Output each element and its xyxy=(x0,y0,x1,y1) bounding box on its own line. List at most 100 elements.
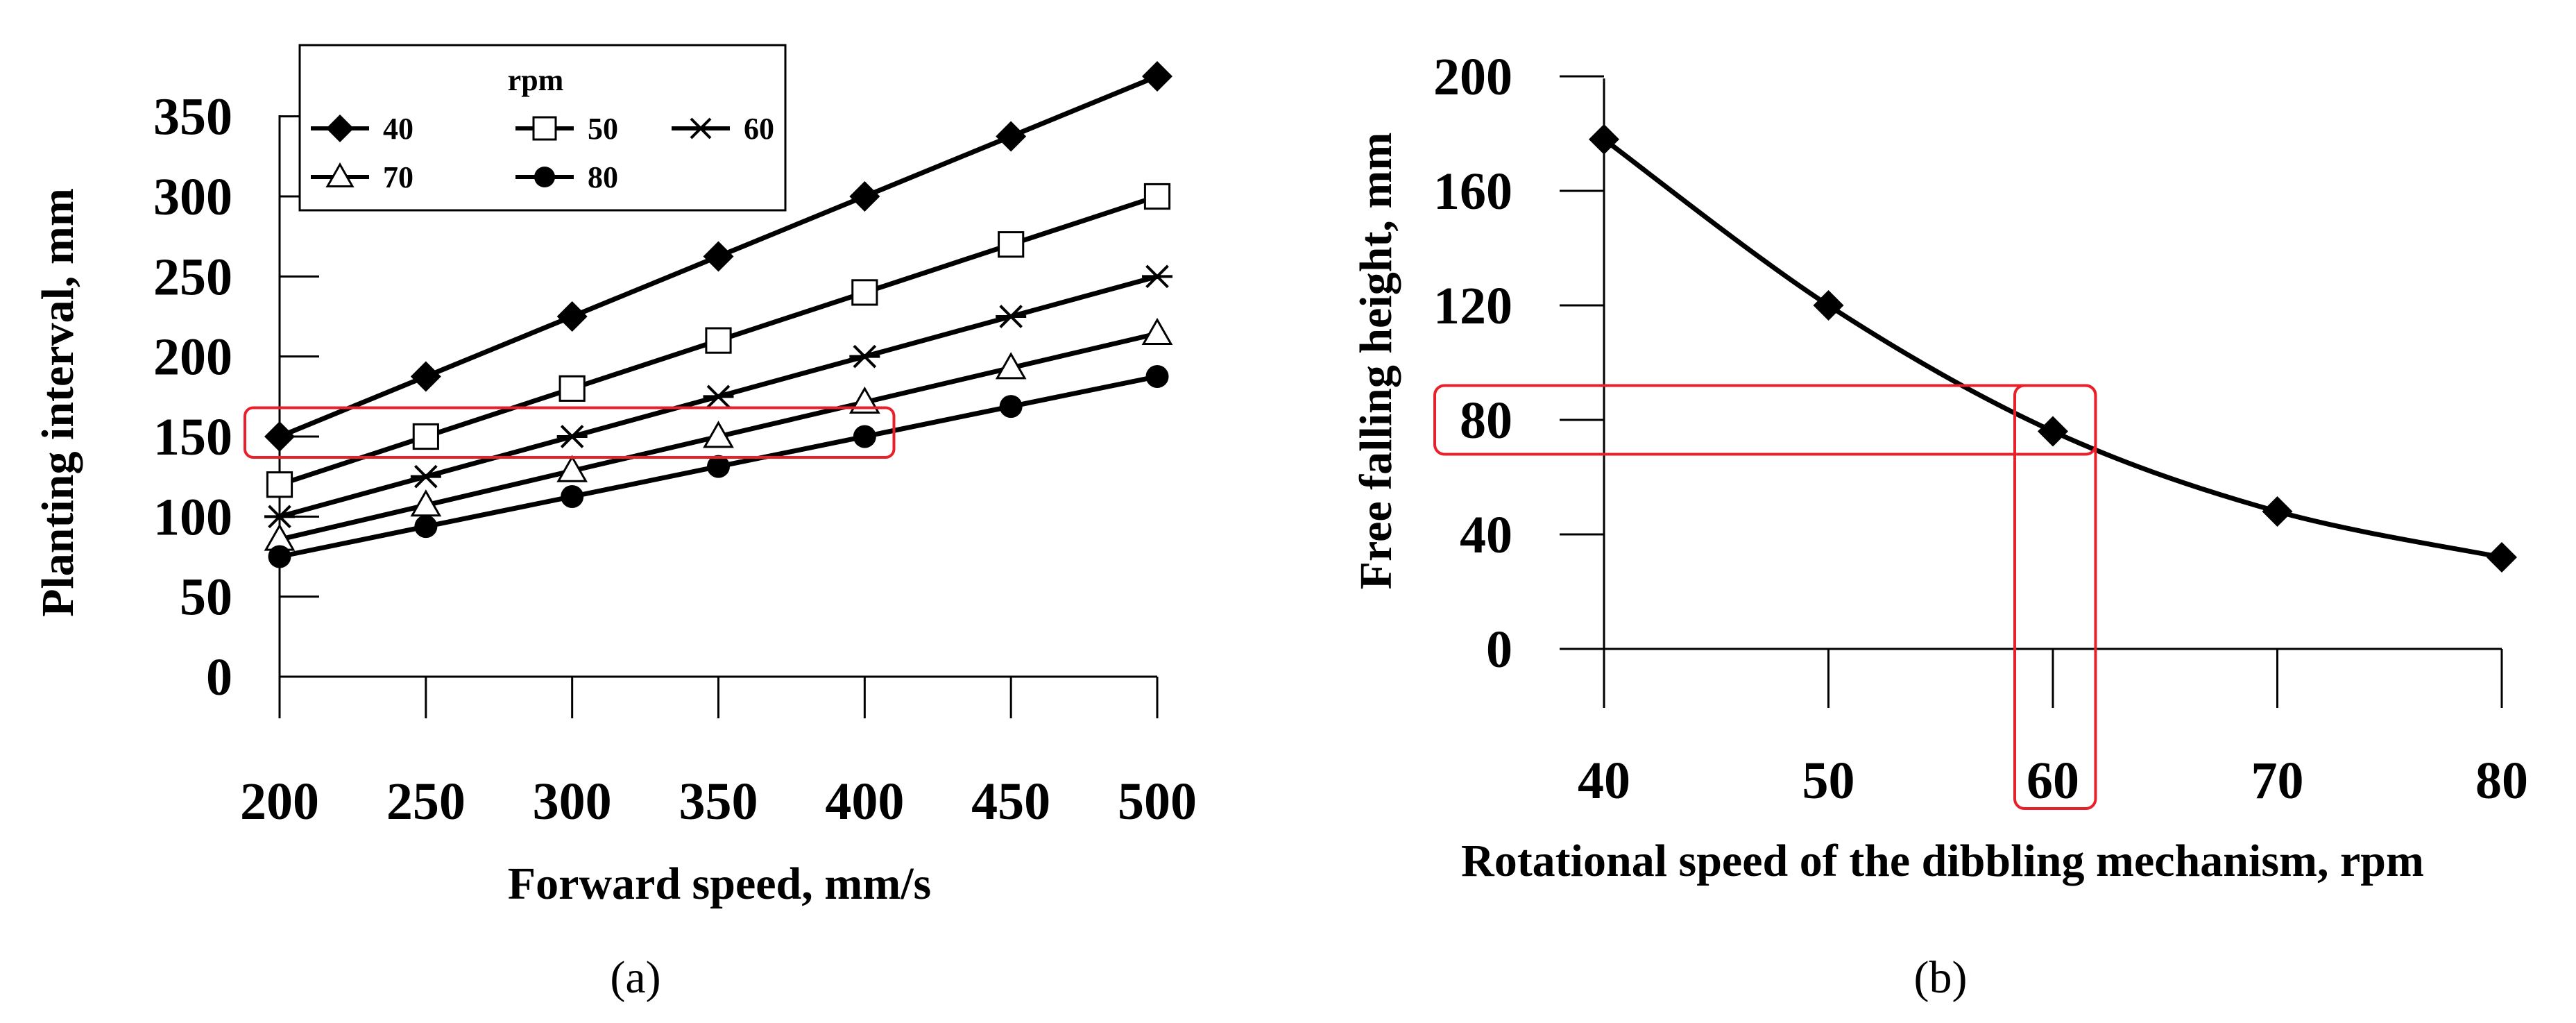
legend-marker xyxy=(534,167,555,187)
panel-a-ticks: 200 250 300 350 400 450 500 0 50 100 150 200 250 300 3… xyxy=(153,88,1197,831)
panel-a-x-axis-title: Forward speed, mm/s xyxy=(508,859,931,909)
legend-label: 70 xyxy=(383,160,413,194)
panel-a-data-point xyxy=(995,352,1027,380)
panel-a-x-tick-label: 350 xyxy=(679,772,758,831)
panel-b-y-tick-label: 80 xyxy=(1460,391,1512,450)
panel-a-y-tick-label: 0 xyxy=(206,648,232,707)
panel-b-x-tick-label: 40 xyxy=(1578,752,1630,810)
panel-a-data-point xyxy=(558,375,586,402)
panel-b-highlight-horizontal xyxy=(1433,384,2097,456)
panel-b-series xyxy=(1589,124,2517,573)
panel-b-x-tick-label: 70 xyxy=(2251,752,2304,810)
panel-b-data-point xyxy=(1589,124,1619,155)
panel-a-highlight-box xyxy=(244,406,896,459)
panel-a: 200 250 300 350 400 450 500 0 50 100 150 200 250 300 3… xyxy=(33,44,1197,1003)
panel-b-y-tick-label: 160 xyxy=(1433,162,1512,221)
panel-a-data-point xyxy=(561,485,584,508)
panel-a-data-point xyxy=(410,361,441,392)
panel-a-y-tick-label: 150 xyxy=(153,408,232,466)
legend-label: 60 xyxy=(744,112,774,146)
panel-a-data-point xyxy=(414,515,438,539)
panel-a-data-point xyxy=(264,421,295,452)
panel-b-x-axis-title: Rotational speed of the dibbling mechani… xyxy=(1461,836,2424,886)
panel-a-data-point xyxy=(556,455,588,482)
panel-a-series-70 xyxy=(264,317,1173,551)
panel-b-data-point xyxy=(2487,542,2517,573)
panel-a-legend: rpm 40 50 60 70 80 xyxy=(298,44,787,212)
panel-a-data-point xyxy=(1141,317,1173,346)
panel-a-x-tick-label: 300 xyxy=(533,772,612,831)
legend-marker xyxy=(326,115,354,142)
panel-b-data-point xyxy=(2262,496,2293,527)
panel-a-data-point xyxy=(703,421,734,448)
panel-b-data-point xyxy=(2038,416,2068,447)
panel-a-data-point xyxy=(1142,61,1172,92)
legend-items: 40 50 60 70 80 xyxy=(311,112,774,194)
panel-a-data-point xyxy=(1145,365,1169,388)
panel-a-data-point xyxy=(556,425,588,448)
panel-a-data-point xyxy=(998,231,1025,258)
panel-b-y-tick-label: 40 xyxy=(1460,506,1512,564)
legend-entry-60: 60 xyxy=(672,112,774,146)
panel-a-data-point xyxy=(412,423,439,450)
panel-a-x-tick-label: 250 xyxy=(386,772,466,831)
panel-a-data-point xyxy=(268,545,291,568)
panel-b-label: (b) xyxy=(1914,952,1968,1003)
panel-a-data-point xyxy=(703,384,734,409)
panel-a-y-tick-label: 250 xyxy=(153,248,232,306)
panel-b: 40 50 60 70 80 0 40 80 120 160 200 Rotational spee… xyxy=(1351,48,2528,1003)
panel-a-data-point xyxy=(410,464,441,489)
panel-a-y-axis-title: Planting interval, mm xyxy=(33,188,83,617)
legend-entry-40: 40 xyxy=(311,112,413,146)
panel-b-y-tick-label: 0 xyxy=(1486,620,1512,679)
panel-a-data-point xyxy=(264,505,295,529)
panel-a-data-point xyxy=(266,471,293,498)
panel-a-data-point xyxy=(556,301,588,332)
panel-b-x-tick-label: 60 xyxy=(2027,752,2079,810)
panel-a-x-tick-label: 500 xyxy=(1118,772,1197,831)
panel-b-x-tick-label: 80 xyxy=(2475,752,2528,810)
panel-a-x-tick-label: 450 xyxy=(971,772,1050,831)
legend-label: 80 xyxy=(588,160,618,194)
panel-a-data-point xyxy=(707,455,730,478)
panel-a-series-40 xyxy=(264,61,1172,452)
panel-a-y-tick-label: 200 xyxy=(153,328,232,387)
panel-a-data-point xyxy=(705,327,732,354)
legend-entry-50: 50 xyxy=(515,112,618,146)
panel-a-y-tick-label: 50 xyxy=(180,568,232,627)
legend-marker xyxy=(532,116,557,141)
panel-b-y-axis-title: Free falling height, mm xyxy=(1351,133,1401,590)
panel-b-series xyxy=(1589,124,2517,573)
panel-a-data-point xyxy=(1143,183,1171,210)
panel-b-ticks: 40 50 60 70 80 0 40 80 120 160 200 xyxy=(1433,48,2528,810)
legend-label: 50 xyxy=(588,112,618,146)
legend-marker xyxy=(687,117,715,140)
panel-a-data-point xyxy=(1142,264,1172,289)
panel-a-series-60 xyxy=(264,264,1172,529)
panel-a-data-point xyxy=(849,344,880,369)
panel-b-y-tick-label: 120 xyxy=(1433,277,1512,335)
panel-a-data-point xyxy=(996,121,1027,152)
panel-a-series-50 xyxy=(266,183,1171,498)
panel-a-data-point xyxy=(851,279,878,306)
panel-a-label: (a) xyxy=(610,952,660,1003)
panel-a-data-point xyxy=(999,395,1023,418)
panel-a-x-tick-label: 200 xyxy=(240,772,319,831)
panel-a-data-point xyxy=(849,181,880,212)
panel-a-data-point xyxy=(996,305,1027,328)
legend-title: rpm xyxy=(508,63,564,97)
legend-entry-80: 80 xyxy=(515,160,618,194)
panel-a-y-tick-label: 350 xyxy=(153,88,232,146)
panel-a-series-80 xyxy=(268,365,1169,568)
panel-b-x-tick-label: 50 xyxy=(1802,752,1855,810)
panel-b-data-point xyxy=(1813,290,1844,321)
legend-marker xyxy=(325,162,355,187)
panel-a-y-tick-label: 300 xyxy=(153,168,232,226)
panel-b-y-tick-label: 200 xyxy=(1433,48,1512,106)
panel-b-series-line xyxy=(1602,137,2502,560)
panel-a-x-tick-label: 400 xyxy=(825,772,904,831)
panel-a-y-tick-label: 100 xyxy=(153,488,232,546)
legend-entry-70: 70 xyxy=(311,160,413,194)
panel-b-highlight-vertical xyxy=(2013,384,2097,810)
panel-a-data-point xyxy=(703,241,734,272)
